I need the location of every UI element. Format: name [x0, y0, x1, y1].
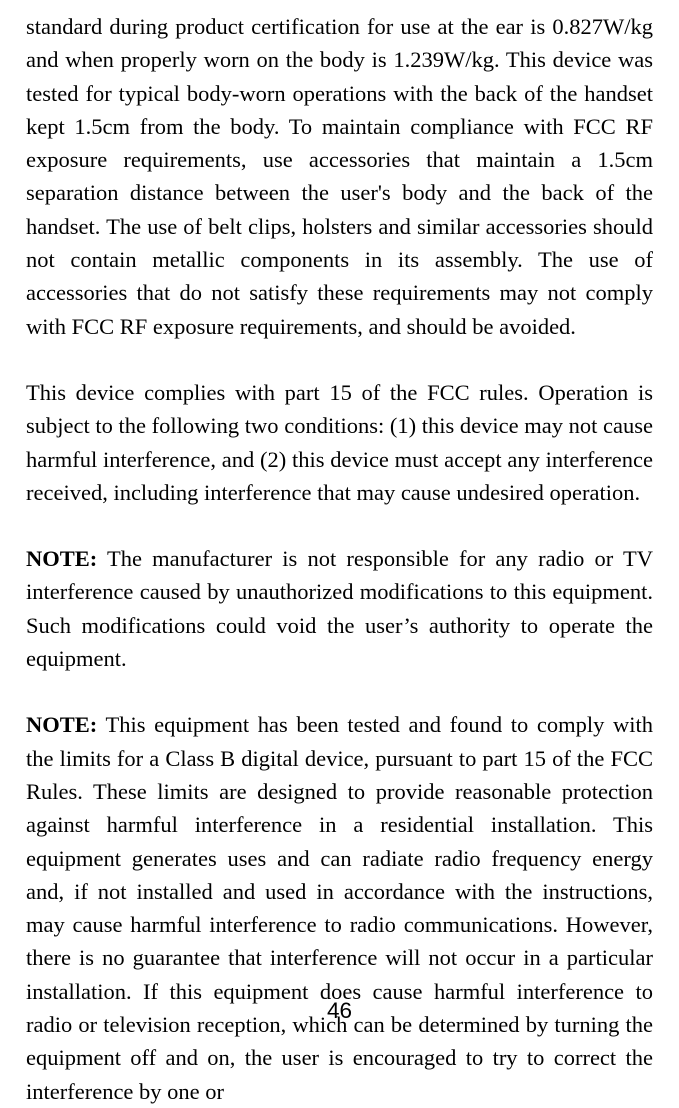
paragraph-3-text: The manufacturer is not responsible for … — [26, 546, 653, 671]
paragraph-4-text: This equipment has been tested and found… — [26, 712, 653, 1103]
paragraph-4: NOTE: This equipment has been tested and… — [26, 708, 653, 1108]
paragraph-2: This device complies with part 15 of the… — [26, 376, 653, 509]
note-label-1: NOTE: — [26, 546, 97, 571]
note-label-2: NOTE: — [26, 712, 97, 737]
page-number: 46 — [0, 998, 679, 1024]
paragraph-3: NOTE: The manufacturer is not responsibl… — [26, 542, 653, 675]
paragraph-1: standard during product certification fo… — [26, 10, 653, 343]
